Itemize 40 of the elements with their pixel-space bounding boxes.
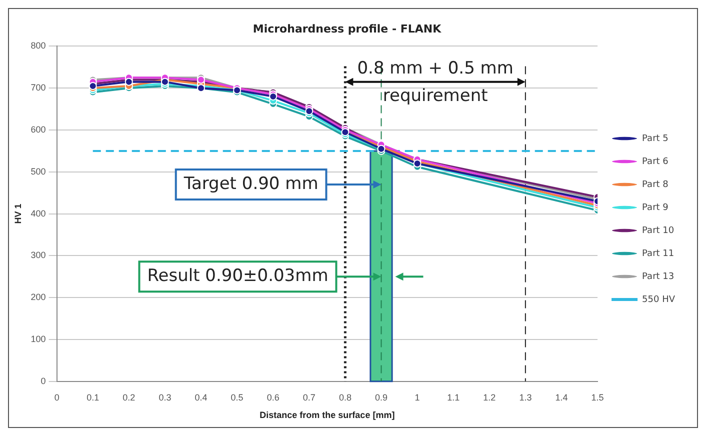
x-tick-label: 1.3 [519, 392, 532, 402]
legend-label: Part 5 [642, 134, 668, 144]
x-tick-label: 0 [54, 392, 60, 402]
y-tick-label: 400 [30, 208, 46, 218]
x-tick-label: 0.8 [338, 392, 352, 402]
x-tick-label: 0.3 [158, 392, 172, 402]
y-tick-label: 700 [30, 82, 46, 93]
x-tick-label: 0.2 [122, 392, 136, 402]
y-tick-label: 100 [30, 334, 46, 344]
y-tick-label: 300 [30, 250, 46, 260]
legend-label: Part 8 [642, 180, 669, 190]
x-tick-label: 0.9 [374, 392, 388, 402]
x-tick-label: 1.4 [555, 392, 568, 402]
y-axis-title: HV 1 [12, 204, 23, 224]
y-tick-label: 200 [30, 292, 46, 302]
y-tick-label: 500 [30, 166, 46, 176]
x-tick-label: 1.5 [591, 392, 604, 402]
chart-title: Microhardness profile - FLANK [252, 22, 442, 36]
annotation: 0.8 mm + 0.5 mm [357, 58, 514, 79]
x-tick-label: 1.2 [483, 392, 496, 402]
legend-label: Part 10 [642, 226, 674, 236]
annotation: requirement [382, 86, 488, 106]
x-tick-label: 0.5 [230, 392, 244, 402]
x-tick-label: 1 [414, 392, 420, 402]
legend-label: Part 13 [642, 272, 674, 282]
annotation: Result 0.90±0.03mm [147, 266, 328, 286]
legend-label: 550 HV [642, 294, 676, 305]
x-axis-title: Distance from the surface [mm] [260, 410, 395, 420]
x-tick-label: 1.1 [447, 392, 460, 402]
legend-label: Part 9 [642, 202, 669, 213]
annotation: Target 0.90 mm [182, 174, 318, 194]
y-tick-label: 800 [30, 40, 46, 51]
y-tick-label: 0 [40, 376, 46, 386]
legend-label: Part 6 [642, 156, 669, 167]
x-tick-label: 0.7 [302, 392, 316, 402]
x-tick-label: 0.6 [266, 392, 280, 402]
y-tick-label: 600 [30, 124, 46, 134]
legend-label: Part 11 [642, 248, 674, 259]
x-tick-label: 0.1 [86, 392, 100, 402]
x-tick-label: 0.4 [194, 392, 208, 402]
